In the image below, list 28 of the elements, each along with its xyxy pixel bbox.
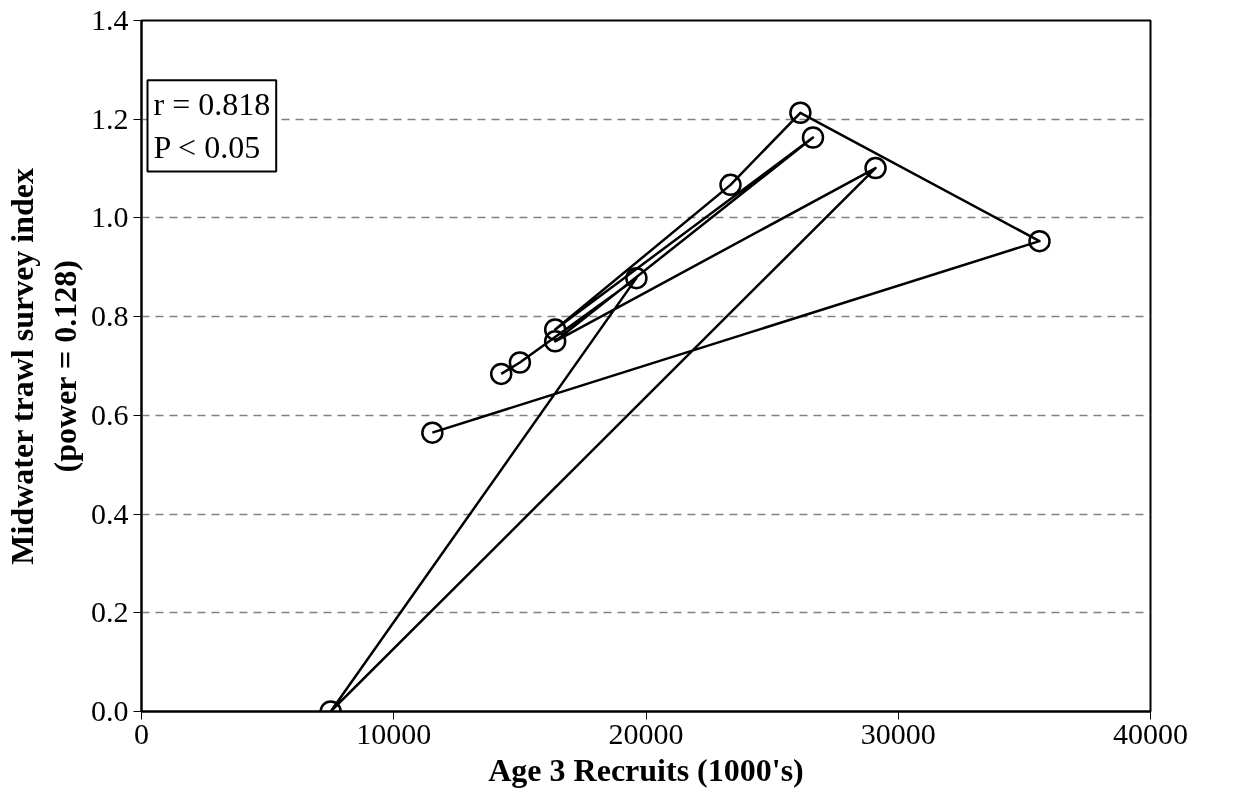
- y-tick-label: 0.4: [91, 496, 129, 530]
- point: [625, 266, 648, 290]
- point: [1028, 229, 1051, 253]
- x-tick-label: 40000: [1113, 716, 1188, 750]
- y-axis-title: Midwater trawl survey index (power = 0.128): [3, 167, 83, 565]
- point: [789, 101, 812, 125]
- point: [543, 330, 567, 353]
- point: [719, 173, 742, 197]
- x-tick-label: 10000: [356, 716, 432, 750]
- point: [508, 351, 532, 374]
- y-tick-label: 0.0: [91, 694, 129, 727]
- annotation: r = 0.818: [153, 86, 271, 123]
- point: [864, 156, 887, 180]
- point: [489, 362, 513, 386]
- annotation: P < 0.05: [153, 129, 261, 166]
- y-tick-label: 1.4: [91, 3, 129, 36]
- x-tick-label: 20000: [608, 716, 684, 750]
- y-tick-label: 1.0: [91, 200, 129, 234]
- point: [421, 421, 444, 444]
- y-tick-label: 0.2: [91, 595, 129, 629]
- x-tick-label: 0: [134, 716, 149, 750]
- y-tick-label: 0.8: [91, 299, 129, 333]
- point: [543, 318, 567, 341]
- x-axis-title: Age 3 Recruits (1000's): [488, 751, 804, 788]
- y-tick-label: 1.2: [91, 101, 129, 135]
- point: [801, 126, 825, 149]
- x-tick-label: 30000: [860, 716, 936, 750]
- y-tick-label: 0.6: [91, 397, 129, 431]
